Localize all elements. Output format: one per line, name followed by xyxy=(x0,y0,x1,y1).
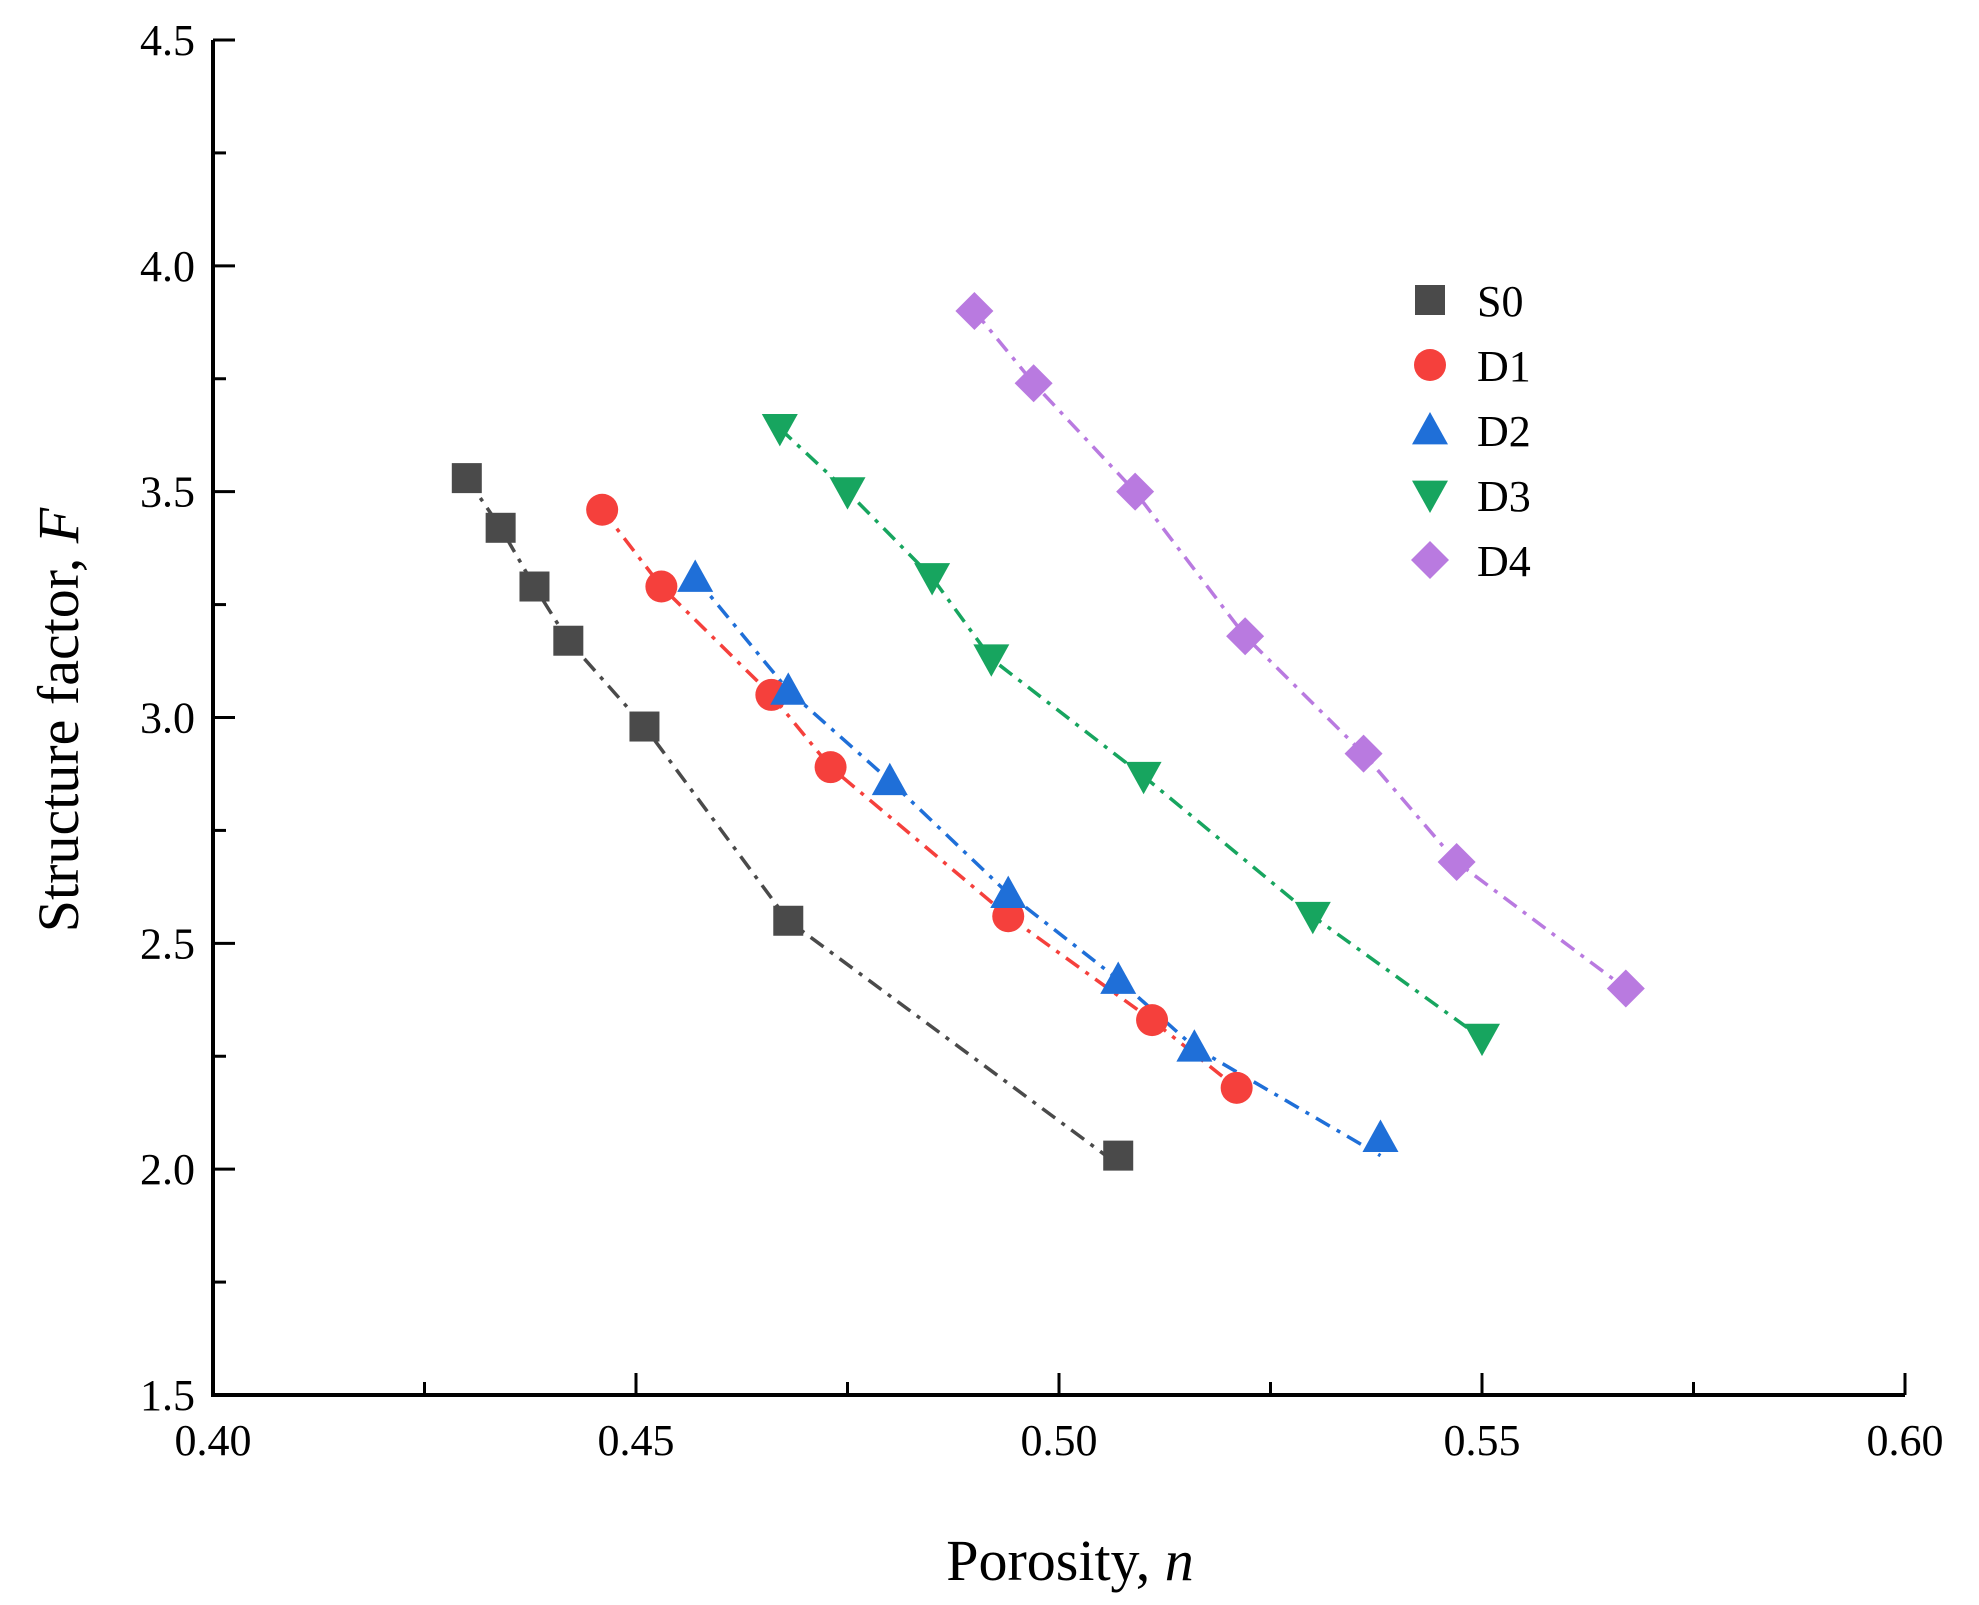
data-point-d1 xyxy=(814,751,847,784)
data-point-d3 xyxy=(829,477,866,510)
legend-label-s0: S0 xyxy=(1477,277,1523,326)
legend-marker-d4 xyxy=(1411,541,1449,579)
x-tick-label: 0.60 xyxy=(1867,1416,1944,1465)
data-point-d2 xyxy=(1362,1119,1399,1152)
data-point-d4 xyxy=(1606,969,1645,1008)
data-point-s0 xyxy=(1103,1140,1134,1171)
data-point-d3 xyxy=(1294,901,1331,935)
axes: 0.40 0.45 0.50 0.55 0.60 1.5 2.0 2.5 3.0 3.5 4.0 4.… xyxy=(140,16,1944,1465)
y-tick-label: 3.5 xyxy=(140,468,195,517)
legend: S0 D1 D2 D3 D4 xyxy=(1411,277,1531,586)
data-point-d4 xyxy=(1226,617,1265,656)
data-point-d1 xyxy=(645,570,678,603)
legend-marker-d3 xyxy=(1412,480,1448,513)
fit-line-d2 xyxy=(693,576,1382,1158)
y-axis-title: Structure factor, F xyxy=(26,507,91,932)
data-point-d3 xyxy=(1125,761,1162,795)
legend-marker-d2 xyxy=(1412,412,1448,445)
legend-label-d1: D1 xyxy=(1477,342,1531,391)
y-tick-label: 1.5 xyxy=(140,1371,195,1420)
data-point-d1 xyxy=(1220,1071,1253,1104)
data-point-d1 xyxy=(586,493,619,526)
fit-line-d3 xyxy=(778,427,1484,1040)
legend-label-d3: D3 xyxy=(1477,472,1531,521)
data-point-d2 xyxy=(1176,1029,1213,1062)
legend-marker-d1 xyxy=(1414,349,1446,381)
x-tick-label: 0.40 xyxy=(175,1416,252,1465)
legend-label-d4: D4 xyxy=(1477,537,1531,586)
data-point-d1 xyxy=(1136,1004,1169,1037)
data-point-s0 xyxy=(773,905,804,936)
data-point-d4 xyxy=(1437,843,1476,882)
x-tick-label: 0.55 xyxy=(1444,1416,1521,1465)
data-point-d3 xyxy=(914,563,951,596)
legend-label-d2: D2 xyxy=(1477,407,1531,456)
data-point-s0 xyxy=(519,571,550,602)
data-point-d1 xyxy=(992,900,1025,933)
data-point-d2 xyxy=(990,875,1027,909)
data-point-d2 xyxy=(770,672,807,705)
data-point-d2 xyxy=(677,559,714,592)
data-point-s0 xyxy=(485,512,516,543)
x-tick-label: 0.45 xyxy=(598,1416,675,1465)
fit-line-s0 xyxy=(465,477,1120,1167)
x-tick-label: 0.50 xyxy=(1021,1416,1098,1465)
x-axis-title: Porosity, n xyxy=(946,1528,1194,1593)
data-points xyxy=(451,292,1645,1171)
y-tick-label: 3.0 xyxy=(140,694,195,743)
y-tick-label: 4.5 xyxy=(140,16,195,65)
y-tick-label: 4.0 xyxy=(140,242,195,291)
data-point-d3 xyxy=(1464,1023,1500,1057)
y-tick-label: 2.0 xyxy=(140,1145,195,1194)
data-point-d2 xyxy=(871,762,908,796)
data-point-d3 xyxy=(761,414,798,447)
data-point-s0 xyxy=(553,625,584,656)
data-point-d3 xyxy=(973,644,1010,677)
legend-marker-s0 xyxy=(1415,285,1445,315)
data-point-s0 xyxy=(451,463,482,494)
y-tick-label: 2.5 xyxy=(140,919,195,968)
data-point-d4 xyxy=(1014,364,1053,403)
data-point-s0 xyxy=(629,711,660,742)
data-point-d2 xyxy=(1100,961,1137,994)
data-point-d4 xyxy=(1344,734,1383,773)
data-point-d4 xyxy=(1116,472,1155,511)
data-point-d4 xyxy=(955,292,994,330)
